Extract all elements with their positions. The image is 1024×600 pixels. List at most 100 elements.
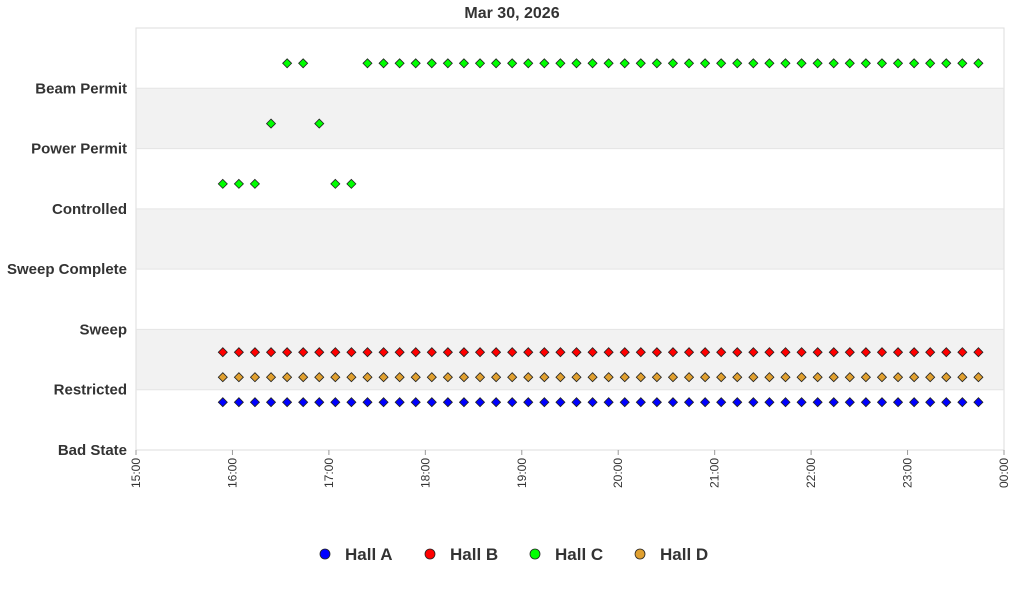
hall-a-point (700, 397, 711, 408)
hall-b-point (619, 347, 630, 358)
hall-a-point (667, 397, 679, 408)
hall-b-point (909, 347, 920, 358)
hall-b-point (732, 347, 743, 358)
hall-c-point (941, 58, 952, 69)
hall-d-point (619, 372, 630, 383)
hall-c-point (330, 178, 341, 189)
x-tick-label: 21:00 (708, 458, 722, 488)
hall-b-point (378, 347, 389, 358)
legend-label: Hall A (345, 545, 393, 564)
hall-c-point (217, 178, 228, 189)
x-tick-label: 19:00 (515, 458, 529, 488)
hall-c-point (973, 58, 984, 69)
hall-a-point (491, 397, 502, 408)
hall-d-point (394, 372, 405, 383)
hall-a-point (426, 397, 437, 408)
hall-a-point (523, 397, 534, 408)
legend-label: Hall D (660, 545, 708, 564)
hall-c-point (410, 58, 421, 69)
hall-a-point (410, 397, 421, 408)
hall-c-point (909, 58, 920, 69)
hall-d-point (973, 372, 984, 383)
hall-b-point (442, 347, 453, 358)
hall-c-point (474, 58, 486, 69)
hall-a-point (539, 397, 550, 408)
hall-a-point (828, 397, 839, 408)
hall-d-point (507, 372, 518, 383)
hall-c-point (780, 58, 791, 69)
hall-b-point (474, 347, 486, 358)
y-tick-label: Power Permit (31, 141, 127, 158)
hall-a-point (973, 397, 984, 408)
hall-d-point (217, 372, 228, 383)
legend-marker (424, 548, 436, 560)
hall-d-point (458, 372, 470, 383)
hall-d-point (474, 372, 486, 383)
hall-c-point (892, 58, 904, 69)
hall-b-point (844, 347, 855, 358)
legend-label: Hall B (450, 545, 498, 564)
hall-d-point (298, 372, 309, 383)
hall-d-point (362, 372, 373, 383)
hall-d-point (732, 372, 743, 383)
hall-a-point (780, 397, 791, 408)
hall-d-point (523, 372, 534, 383)
hall-a-point (892, 397, 904, 408)
hall-b-point (282, 347, 293, 358)
hall-d-point (748, 372, 759, 383)
hall-c-point (298, 58, 309, 69)
hall-b-point (491, 347, 502, 358)
hall-b-point (780, 347, 791, 358)
hall-a-point (249, 397, 261, 408)
hall-a-point (217, 397, 228, 408)
hall-b-point (539, 347, 550, 358)
hall-c-point (282, 58, 293, 69)
hall-c-point (844, 58, 855, 69)
hall-b-point (876, 347, 888, 358)
hall-b-point (249, 347, 261, 358)
hall-a-point (346, 397, 357, 408)
hall-c-point (683, 58, 695, 69)
hall-c-point (378, 58, 389, 69)
hall-c-point (362, 58, 373, 69)
legend-label: Hall C (555, 545, 603, 564)
hall-a-point (812, 397, 823, 408)
x-tick-label: 16:00 (225, 458, 239, 488)
hall-b-point (233, 347, 244, 358)
hall-b-point (265, 347, 277, 358)
hall-b-point (860, 347, 871, 358)
hall-d-point (860, 372, 871, 383)
hall-a-point (876, 397, 888, 408)
hall-d-point (941, 372, 952, 383)
hall-c-point (442, 58, 453, 69)
hall-d-point (764, 372, 775, 383)
hall-b-point (748, 347, 759, 358)
x-tick-label: 17:00 (322, 458, 336, 488)
hall-c-point (426, 58, 437, 69)
grid-band (136, 88, 1004, 149)
hall-a-point (298, 397, 309, 408)
hall-b-point (812, 347, 823, 358)
chart-title: Mar 30, 2026 (464, 5, 559, 22)
hall-c-point (876, 58, 888, 69)
hall-c-point (233, 178, 244, 189)
hall-d-point (892, 372, 904, 383)
hall-d-point (780, 372, 791, 383)
hall-c-point (732, 58, 743, 69)
hall-d-point (683, 372, 695, 383)
hall-d-point (265, 372, 277, 383)
hall-d-point (378, 372, 389, 383)
hall-c-point (667, 58, 679, 69)
y-tick-label: Sweep Complete (7, 261, 127, 278)
hall-c-point (314, 118, 325, 129)
hall-c-point (957, 58, 968, 69)
hall-d-point (925, 372, 936, 383)
hall-c-point (925, 58, 936, 69)
hall-b-point (941, 347, 952, 358)
hall-d-point (491, 372, 502, 383)
hall-a-point (442, 397, 453, 408)
hall-a-point (458, 397, 470, 408)
hall-c-point (346, 178, 357, 189)
y-tick-label: Sweep (79, 321, 127, 338)
hall-a-point (555, 397, 566, 408)
